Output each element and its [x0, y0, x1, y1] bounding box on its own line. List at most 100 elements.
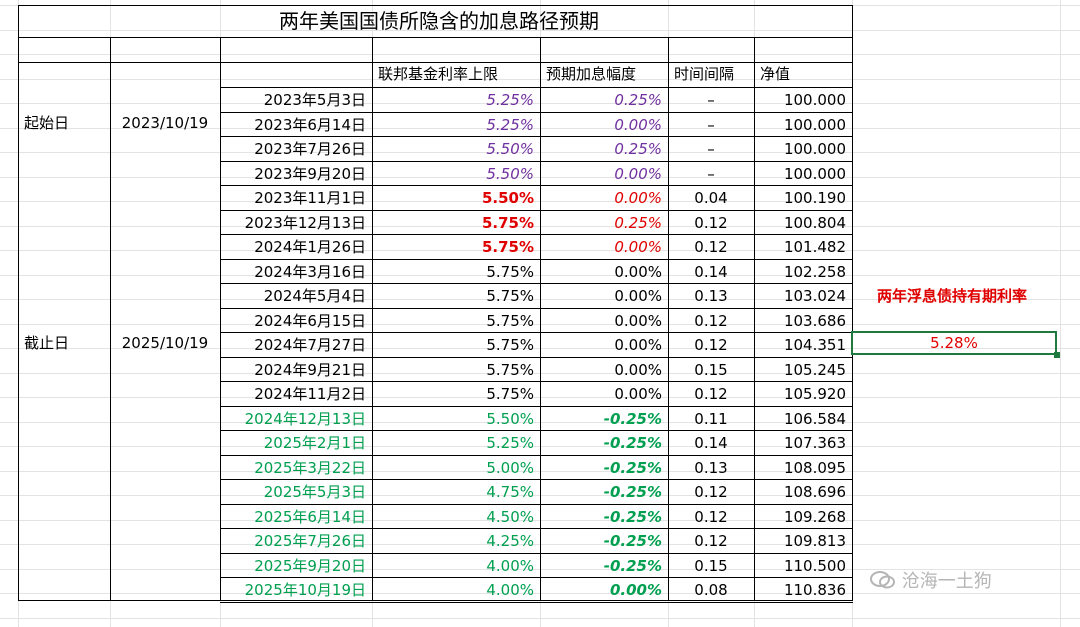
cell-interval[interactable]: –	[707, 140, 715, 158]
cell-nav[interactable]: 108.696	[783, 483, 846, 501]
fill-handle[interactable]	[1054, 352, 1060, 358]
cell-hike[interactable]: 0.00%	[614, 287, 662, 305]
cell-nav[interactable]: 102.258	[783, 263, 846, 281]
cell-interval[interactable]: 0.12	[694, 483, 728, 501]
cell-date[interactable]: 2024年5月4日	[263, 287, 366, 305]
cell-hike[interactable]: 0.00%	[614, 336, 662, 354]
header-hike[interactable]: 预期加息幅度	[546, 65, 637, 83]
cell-hike[interactable]: 0.00%	[614, 312, 662, 330]
cell-hike[interactable]: 0.00%	[614, 238, 662, 256]
cell-hike[interactable]: 0.00%	[609, 581, 662, 599]
cell-interval[interactable]: 0.14	[694, 263, 728, 281]
cell-hike[interactable]: -0.25%	[603, 459, 662, 477]
cell-interval[interactable]: 0.13	[694, 287, 728, 305]
cell-nav[interactable]: 106.584	[783, 410, 846, 428]
cell-nav[interactable]: 109.268	[783, 508, 846, 526]
cell-hike[interactable]: 0.00%	[614, 385, 662, 403]
cell-hike[interactable]: -0.25%	[603, 557, 662, 575]
cell-date[interactable]: 2025年6月14日	[254, 508, 366, 526]
cell-rate[interactable]: 4.00%	[486, 557, 534, 575]
cell-date[interactable]: 2025年7月26日	[254, 532, 366, 550]
cell-interval[interactable]: 0.15	[694, 557, 728, 575]
cell-date[interactable]: 2024年6月15日	[254, 312, 366, 330]
cell-date[interactable]: 2024年12月13日	[244, 410, 366, 428]
cell-rate[interactable]: 5.75%	[486, 385, 534, 403]
cell-nav[interactable]: 100.000	[783, 140, 846, 158]
cell-date[interactable]: 2023年6月14日	[254, 116, 366, 134]
cell-nav[interactable]: 103.024	[783, 287, 846, 305]
cell-hike[interactable]: -0.25%	[603, 410, 662, 428]
cell-date[interactable]: 2024年3月16日	[254, 263, 366, 281]
cell-nav[interactable]: 101.482	[783, 238, 846, 256]
cell-nav[interactable]: 109.813	[783, 532, 846, 550]
cell-date[interactable]: 2024年11月2日	[254, 385, 366, 403]
cell-rate[interactable]: 5.50%	[486, 410, 534, 428]
cell-interval[interactable]: –	[707, 165, 715, 183]
cell-rate[interactable]: 5.75%	[486, 361, 534, 379]
cell-rate[interactable]: 4.00%	[486, 581, 534, 599]
cell-nav[interactable]: 108.095	[783, 459, 846, 477]
cell-rate[interactable]: 4.75%	[486, 483, 534, 501]
cell-interval[interactable]: 0.12	[694, 238, 728, 256]
cell-interval[interactable]: 0.08	[694, 581, 728, 599]
cell-date[interactable]: 2023年9月20日	[254, 165, 366, 183]
cell-nav[interactable]: 104.351	[783, 336, 846, 354]
cell-rate[interactable]: 5.75%	[481, 214, 534, 232]
end-label[interactable]: 截止日	[24, 334, 70, 352]
cell-date[interactable]: 2024年9月21日	[254, 361, 366, 379]
cell-interval[interactable]: 0.14	[694, 434, 728, 452]
cell-date[interactable]: 2023年11月1日	[254, 189, 366, 207]
header-nav[interactable]: 净值	[760, 65, 791, 83]
cell-rate[interactable]: 5.50%	[481, 189, 534, 207]
cell-interval[interactable]: 0.11	[694, 410, 728, 428]
cell-rate[interactable]: 5.25%	[486, 434, 534, 452]
cell-date[interactable]: 2025年3月22日	[254, 459, 366, 477]
cell-hike[interactable]: -0.25%	[603, 508, 662, 526]
cell-nav[interactable]: 100.804	[783, 214, 846, 232]
cell-hike[interactable]: 0.25%	[614, 214, 662, 232]
cell-rate[interactable]: 5.75%	[486, 312, 534, 330]
cell-rate[interactable]: 5.50%	[486, 165, 534, 183]
cell-nav[interactable]: 103.686	[783, 312, 846, 330]
cell-rate[interactable]: 5.75%	[486, 336, 534, 354]
cell-interval[interactable]: –	[707, 91, 715, 109]
cell-nav[interactable]: 107.363	[783, 434, 846, 452]
end-date[interactable]: 2025/10/19	[121, 334, 209, 352]
cell-hike[interactable]: -0.25%	[603, 434, 662, 452]
cell-rate[interactable]: 5.00%	[486, 459, 534, 477]
cell-nav[interactable]: 110.836	[783, 581, 846, 599]
cell-hike[interactable]: 0.00%	[614, 189, 662, 207]
cell-nav[interactable]: 100.190	[783, 189, 846, 207]
cell-interval[interactable]: 0.13	[694, 459, 728, 477]
cell-nav[interactable]: 105.920	[783, 385, 846, 403]
cell-rate[interactable]: 4.25%	[486, 532, 534, 550]
cell-hike[interactable]: 0.00%	[614, 165, 662, 183]
cell-interval[interactable]: 0.12	[694, 532, 728, 550]
cell-date[interactable]: 2024年1月26日	[254, 238, 366, 256]
cell-interval[interactable]: 0.12	[694, 336, 728, 354]
cell-hike[interactable]: 0.00%	[614, 116, 662, 134]
cell-nav[interactable]: 105.245	[783, 361, 846, 379]
cell-hike[interactable]: 0.25%	[614, 91, 662, 109]
cell-hike[interactable]: 0.25%	[614, 140, 662, 158]
cell-date[interactable]: 2025年5月3日	[263, 483, 366, 501]
cell-rate[interactable]: 5.25%	[486, 91, 534, 109]
cell-date[interactable]: 2023年7月26日	[254, 140, 366, 158]
cell-interval[interactable]: –	[707, 116, 715, 134]
start-label[interactable]: 起始日	[24, 114, 70, 132]
side-value[interactable]: 5.28%	[930, 334, 978, 352]
start-date[interactable]: 2023/10/19	[121, 114, 209, 132]
header-interval[interactable]: 时间间隔	[674, 65, 735, 83]
cell-rate[interactable]: 5.75%	[481, 238, 534, 256]
cell-nav[interactable]: 110.500	[783, 557, 846, 575]
cell-date[interactable]: 2025年10月19日	[244, 581, 366, 599]
cell-rate[interactable]: 5.25%	[486, 116, 534, 134]
cell-nav[interactable]: 100.000	[783, 116, 846, 134]
cell-date[interactable]: 2024年7月27日	[254, 336, 366, 354]
cell-nav[interactable]: 100.000	[783, 91, 846, 109]
header-rate[interactable]: 联邦基金利率上限	[378, 65, 499, 83]
cell-interval[interactable]: 0.04	[694, 189, 728, 207]
cell-date[interactable]: 2023年5月3日	[263, 91, 366, 109]
cell-interval[interactable]: 0.12	[694, 385, 728, 403]
cell-hike[interactable]: -0.25%	[603, 532, 662, 550]
